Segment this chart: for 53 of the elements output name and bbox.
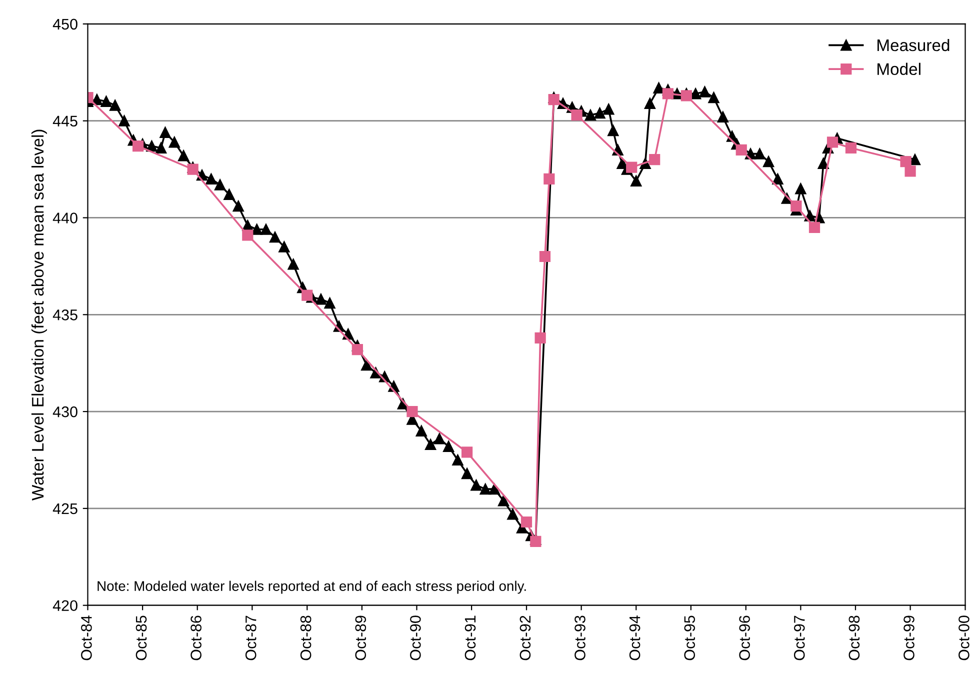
x-tick-label: Oct-97 [794, 616, 805, 660]
point [826, 136, 838, 148]
y-tick-label: 420 [52, 600, 78, 612]
point [352, 344, 363, 356]
x-tick-label: Oct-88 [300, 616, 312, 660]
point [548, 94, 560, 106]
x-tick-label: Oct-84 [81, 616, 92, 660]
legend-label: Measured [878, 38, 950, 52]
point [808, 222, 820, 233]
x-tick-label: Oct-96 [739, 616, 750, 660]
point [680, 90, 692, 102]
point [461, 446, 473, 458]
point [406, 406, 418, 418]
point [544, 173, 555, 185]
point [571, 109, 582, 121]
point [662, 88, 674, 100]
point [790, 200, 802, 212]
y-tick-label: 450 [52, 18, 78, 30]
x-tick-label: Oct-89 [355, 616, 366, 660]
point [520, 516, 532, 528]
point [530, 536, 542, 547]
x-tick-label: Oct-94 [629, 616, 640, 660]
y-axis-title: Water Level Elevation (feet above mean sea level) [31, 130, 47, 500]
x-tick-label: Oct-00 [958, 616, 970, 660]
point [845, 142, 857, 154]
x-tick-label: Oct-87 [245, 616, 256, 660]
x-tick-label: Oct-99 [904, 616, 914, 660]
point [187, 164, 198, 175]
y-tick-label: 435 [52, 310, 78, 320]
x-tick-label: Oct-92 [520, 616, 531, 660]
point [900, 156, 912, 168]
point [534, 332, 546, 344]
point [649, 154, 660, 166]
legend-label: Model [878, 62, 920, 76]
x-tick-label: Oct-90 [410, 616, 421, 660]
x-tick-label: Oct-91 [464, 616, 476, 660]
point [904, 166, 916, 177]
point [736, 144, 747, 156]
point [539, 250, 551, 262]
x-tick-label: Oct-85 [136, 616, 147, 660]
x-tick-label: Oct-98 [848, 616, 860, 660]
point [302, 290, 313, 301]
y-tick-label: 425 [52, 503, 78, 514]
y-tick-label: 445 [52, 116, 78, 127]
annotation: Note: Modeled water levels reported at end of each stress period only. [98, 580, 526, 594]
x-tick-label: Oct-95 [684, 616, 696, 660]
point [132, 140, 144, 152]
x-tick-label: Oct-93 [574, 616, 586, 660]
y-tick-label: 430 [52, 406, 78, 418]
y-tick-label: 440 [52, 212, 78, 224]
point [626, 162, 638, 173]
x-tick-label: Oct-86 [190, 616, 202, 660]
point [242, 230, 254, 241]
